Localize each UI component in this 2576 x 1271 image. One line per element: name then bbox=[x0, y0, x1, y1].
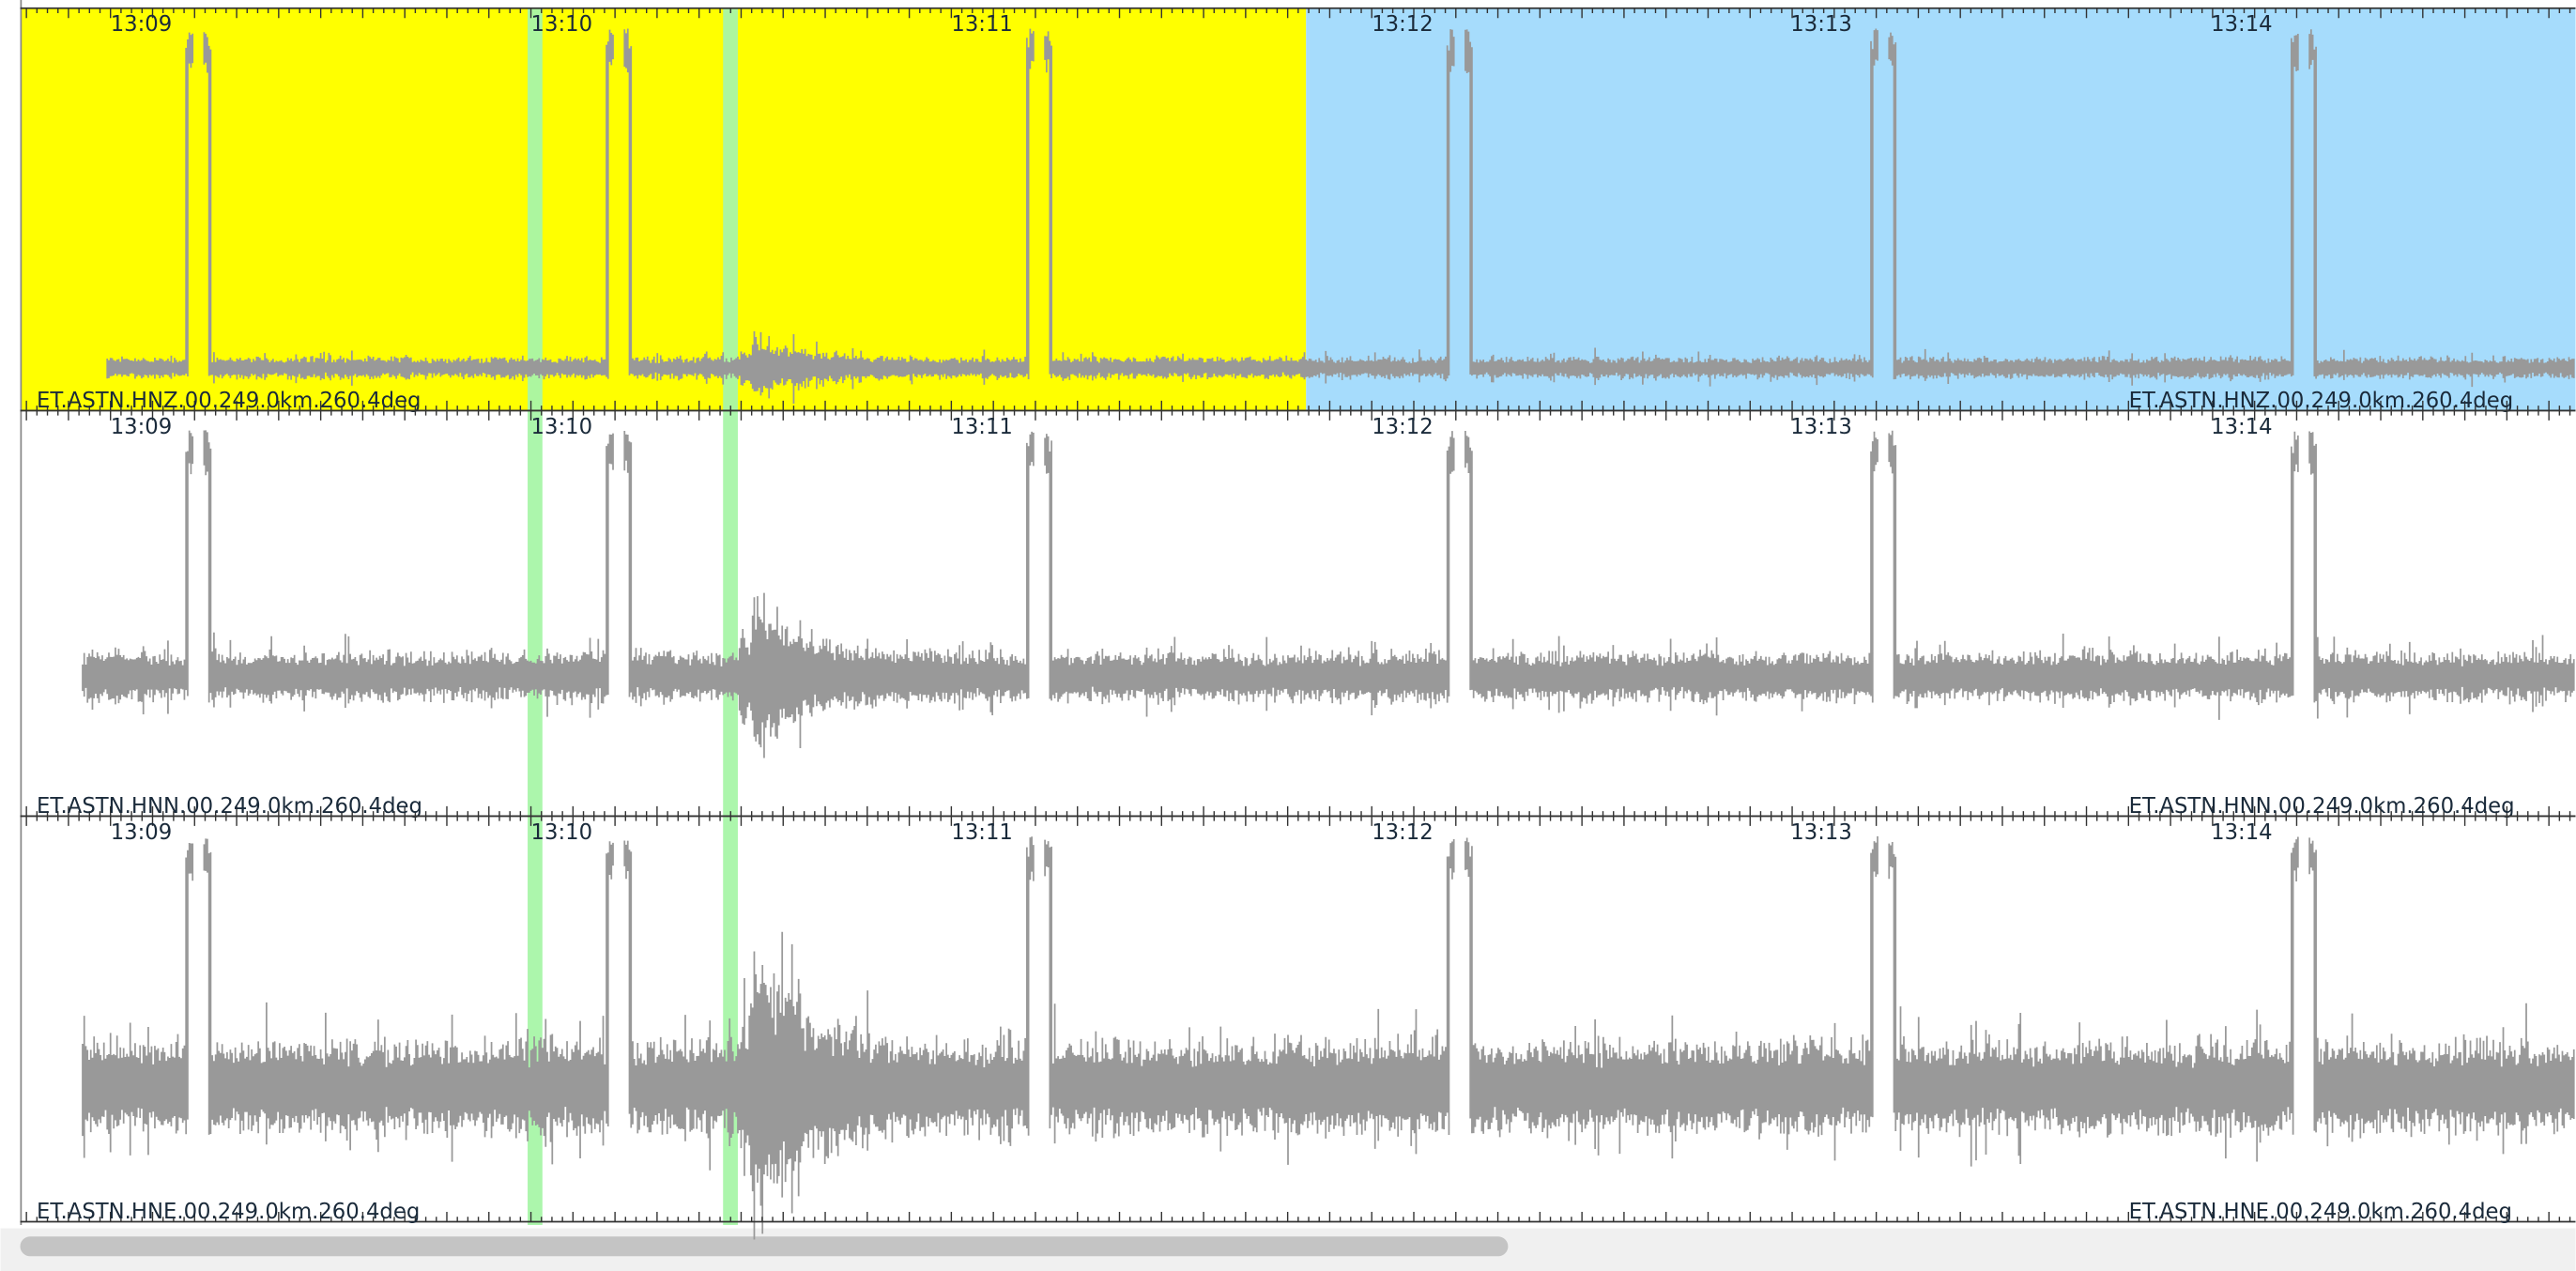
time-label: 13:14 bbox=[2211, 12, 2273, 37]
time-label: 13:10 bbox=[531, 12, 593, 37]
scrollbar-thumb[interactable] bbox=[20, 1236, 1509, 1257]
selection-yellow bbox=[20, 8, 1307, 411]
time-label: 13:10 bbox=[531, 820, 593, 845]
station-label: ET.ASTN.HNE.00.249.0km.260.4deg bbox=[37, 1200, 420, 1224]
time-label: 13:13 bbox=[1790, 415, 1852, 439]
time-label: 13:12 bbox=[1372, 820, 1434, 845]
time-label: 13:14 bbox=[2211, 415, 2273, 439]
time-label: 13:09 bbox=[111, 415, 173, 439]
time-label: 13:09 bbox=[111, 820, 173, 845]
station-label: ET.ASTN.HNZ.00.249.0km.260.4deg bbox=[2129, 389, 2514, 413]
time-label: 13:11 bbox=[951, 12, 1013, 37]
time-label: 13:14 bbox=[2211, 820, 2273, 845]
station-label: ET.ASTN.HNZ.00.249.0km.260.4deg bbox=[37, 389, 422, 413]
axis-ticks bbox=[25, 816, 2571, 1222]
station-label: ET.ASTN.HNN.00.249.0km.260.4deg bbox=[2129, 794, 2515, 819]
time-label: 13:12 bbox=[1372, 415, 1434, 439]
left-border bbox=[20, 0, 23, 1226]
time-label: 13:09 bbox=[111, 12, 173, 37]
waveform bbox=[82, 835, 2575, 1240]
axis-ticks bbox=[25, 8, 2571, 411]
pick-marker bbox=[723, 8, 738, 1226]
time-label: 13:11 bbox=[951, 820, 1013, 845]
pick-marker bbox=[528, 8, 543, 1226]
axis-ticks bbox=[25, 410, 2571, 817]
time-label: 13:11 bbox=[951, 415, 1013, 439]
station-label: ET.ASTN.HNN.00.249.0km.260.4deg bbox=[37, 794, 422, 819]
time-label: 13:12 bbox=[1372, 12, 1434, 37]
station-label: ET.ASTN.HNE.00.249.0km.260.4deg bbox=[2129, 1200, 2512, 1224]
selection-blue bbox=[1306, 8, 2576, 411]
waveform bbox=[106, 28, 2575, 405]
time-label: 13:13 bbox=[1790, 12, 1852, 37]
waveform bbox=[82, 430, 2575, 758]
time-label: 13:13 bbox=[1790, 820, 1852, 845]
time-label: 13:10 bbox=[531, 415, 593, 439]
